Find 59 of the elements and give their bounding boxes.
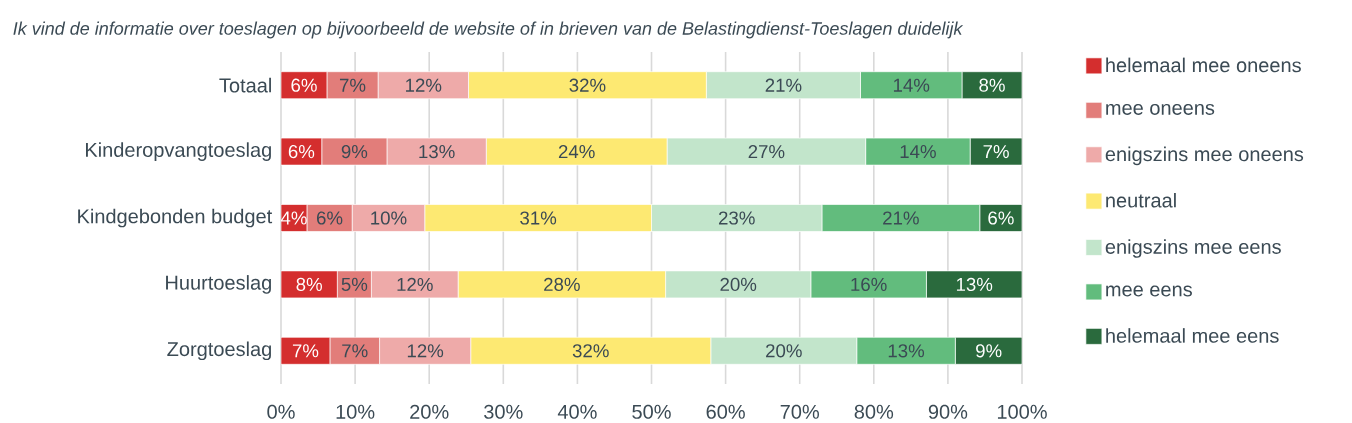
- y-tick-label: Kinderopvangtoeslag: [86, 142, 271, 161]
- legend-label: enigszins mee eens: [1105, 239, 1281, 258]
- data-label: 23%: [718, 211, 755, 225]
- data-label: 12%: [397, 277, 433, 291]
- data-label: 9%: [341, 144, 368, 159]
- data-label: 8%: [296, 277, 322, 291]
- data-label: 10%: [371, 211, 407, 225]
- x-tick-label: 90%: [928, 404, 968, 419]
- data-label: 28%: [544, 277, 580, 291]
- data-label: 9%: [976, 344, 1002, 358]
- x-tick-label: 0%: [267, 404, 295, 419]
- y-tick-label: Huurtoeslag: [166, 274, 271, 294]
- chart-title: Ik vind de informatie over toeslagen op bijvoorbeeld de website of in brieven van de Belastingdienst-Toeslagen duidelijk: [13, 21, 964, 39]
- data-label: 7%: [342, 344, 368, 358]
- data-label: 6%: [288, 144, 315, 159]
- data-label: 13%: [888, 344, 925, 358]
- data-label: 13%: [419, 144, 455, 159]
- legend-label: mee oneens: [1106, 103, 1215, 115]
- x-tick-label: 70%: [780, 404, 819, 419]
- legend-label: enigszins mee oneens: [1105, 146, 1304, 166]
- x-tick-label: 80%: [854, 404, 894, 419]
- data-label: 20%: [766, 344, 802, 358]
- data-label: 6%: [316, 211, 343, 225]
- x-tick-label: 100%: [997, 404, 1047, 419]
- x-tick-label: 60%: [706, 404, 745, 419]
- legend-label: neutraal: [1106, 192, 1176, 208]
- legend-label: helemaal mee eens: [1106, 327, 1279, 343]
- x-tick-label: 40%: [557, 404, 597, 419]
- data-label: 14%: [893, 78, 930, 92]
- data-label: 6%: [291, 78, 317, 92]
- data-label: 7%: [292, 344, 319, 358]
- y-tick-label: Zorgtoeslag: [167, 341, 271, 360]
- data-label: 32%: [569, 78, 606, 92]
- x-tick-label: 20%: [410, 404, 449, 419]
- data-label: 21%: [765, 78, 802, 92]
- data-label: 16%: [851, 277, 887, 291]
- data-label: 13%: [956, 277, 993, 291]
- y-tick-label: Kindgebonden budget: [78, 208, 273, 228]
- x-tick-label: 10%: [336, 404, 375, 419]
- data-label: 21%: [883, 211, 919, 225]
- x-tick-label: 50%: [632, 404, 671, 419]
- data-label: 8%: [979, 78, 1005, 92]
- legend-label: mee eens: [1106, 285, 1192, 297]
- legend-label: helemaal mee oneens: [1106, 57, 1301, 73]
- data-label: 14%: [900, 144, 936, 158]
- data-label: 6%: [988, 211, 1014, 225]
- data-label: 27%: [748, 144, 785, 159]
- data-label: 12%: [406, 78, 442, 92]
- y-tick-label: Totaal: [219, 77, 271, 93]
- data-label: 20%: [720, 277, 757, 291]
- data-label: 24%: [558, 144, 595, 159]
- data-label: 7%: [983, 144, 1009, 158]
- data-label: 31%: [520, 211, 557, 225]
- data-label: 12%: [407, 344, 444, 358]
- data-label: 5%: [341, 277, 368, 291]
- data-label: 7%: [339, 78, 366, 92]
- x-tick-label: 30%: [484, 404, 523, 419]
- data-label: 32%: [572, 344, 609, 358]
- data-label: 4%: [280, 211, 307, 225]
